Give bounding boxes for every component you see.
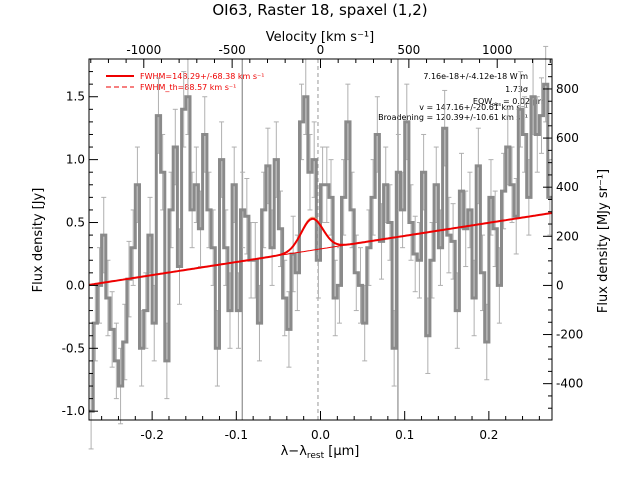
y-axis-label: Flux density [Jy] <box>31 188 46 293</box>
annotation-eqw: EQWobs <box>473 97 501 108</box>
top-tick-label: 0 <box>317 43 325 57</box>
annotation-broadening: Broadening = 120.39+/-10.61 km s⁻¹ <box>378 113 528 122</box>
x-tick-label: 0.2 <box>479 428 498 442</box>
right-tick-label: 400 <box>556 180 579 194</box>
right-tick-label: 0 <box>556 278 564 292</box>
y-tick-label: 1.5 <box>66 90 85 104</box>
x-axis-label-main: λ−λ <box>281 444 308 459</box>
annotation-velocity: v = 147.16+/-20.61 km s⁻¹ <box>419 103 528 112</box>
fit-total-line <box>88 212 553 286</box>
chart-title: OI63, Raster 18, spaxel (1,2) <box>212 1 427 19</box>
legend-label-fwhm: FWHM=148.29+/-68.38 km s⁻¹ <box>140 72 264 81</box>
right-tick-label: -200 <box>556 328 583 342</box>
right-tick-label: 200 <box>556 229 579 243</box>
top-tick-label: -500 <box>219 43 246 57</box>
x-axis-label-unit: [μm] <box>324 444 359 459</box>
y-tick-label: 0.0 <box>66 278 85 292</box>
annotation-flux: 7.16e-18+/-4.12e-18 W m <box>423 72 528 81</box>
y-tick-label: 0.5 <box>66 216 85 230</box>
top-tick-label: -1000 <box>126 43 161 57</box>
top-axis-label: Velocity [km s⁻¹] <box>266 30 374 45</box>
x-tick-label: 0.0 <box>311 428 330 442</box>
annotation-sigma: 1.73σ <box>505 85 528 94</box>
right-tick-label: -400 <box>556 377 583 391</box>
annotation-eqw-label: EQW <box>473 97 492 106</box>
spectrum-histogram <box>89 82 552 413</box>
right-tick-label: 600 <box>556 131 579 145</box>
y-tick-label: 1.0 <box>66 153 85 167</box>
x-axis-label: λ−λrest [μm] <box>281 444 360 461</box>
right-axis-label: Flux density [MJy sr⁻¹] <box>596 169 611 313</box>
x-tick-label: 0.1 <box>395 428 414 442</box>
right-tick-label: 800 <box>556 82 579 96</box>
y-tick-label: -1.0 <box>62 404 85 418</box>
top-tick-label: 1000 <box>482 43 513 57</box>
y-tick-label: -0.5 <box>62 341 85 355</box>
x-tick-label: -0.1 <box>225 428 248 442</box>
annotation-eqw-sub: obs <box>492 102 501 108</box>
x-tick-label: -0.2 <box>140 428 163 442</box>
x-axis-label-sub: rest <box>307 451 325 461</box>
top-tick-label: 500 <box>397 43 420 57</box>
